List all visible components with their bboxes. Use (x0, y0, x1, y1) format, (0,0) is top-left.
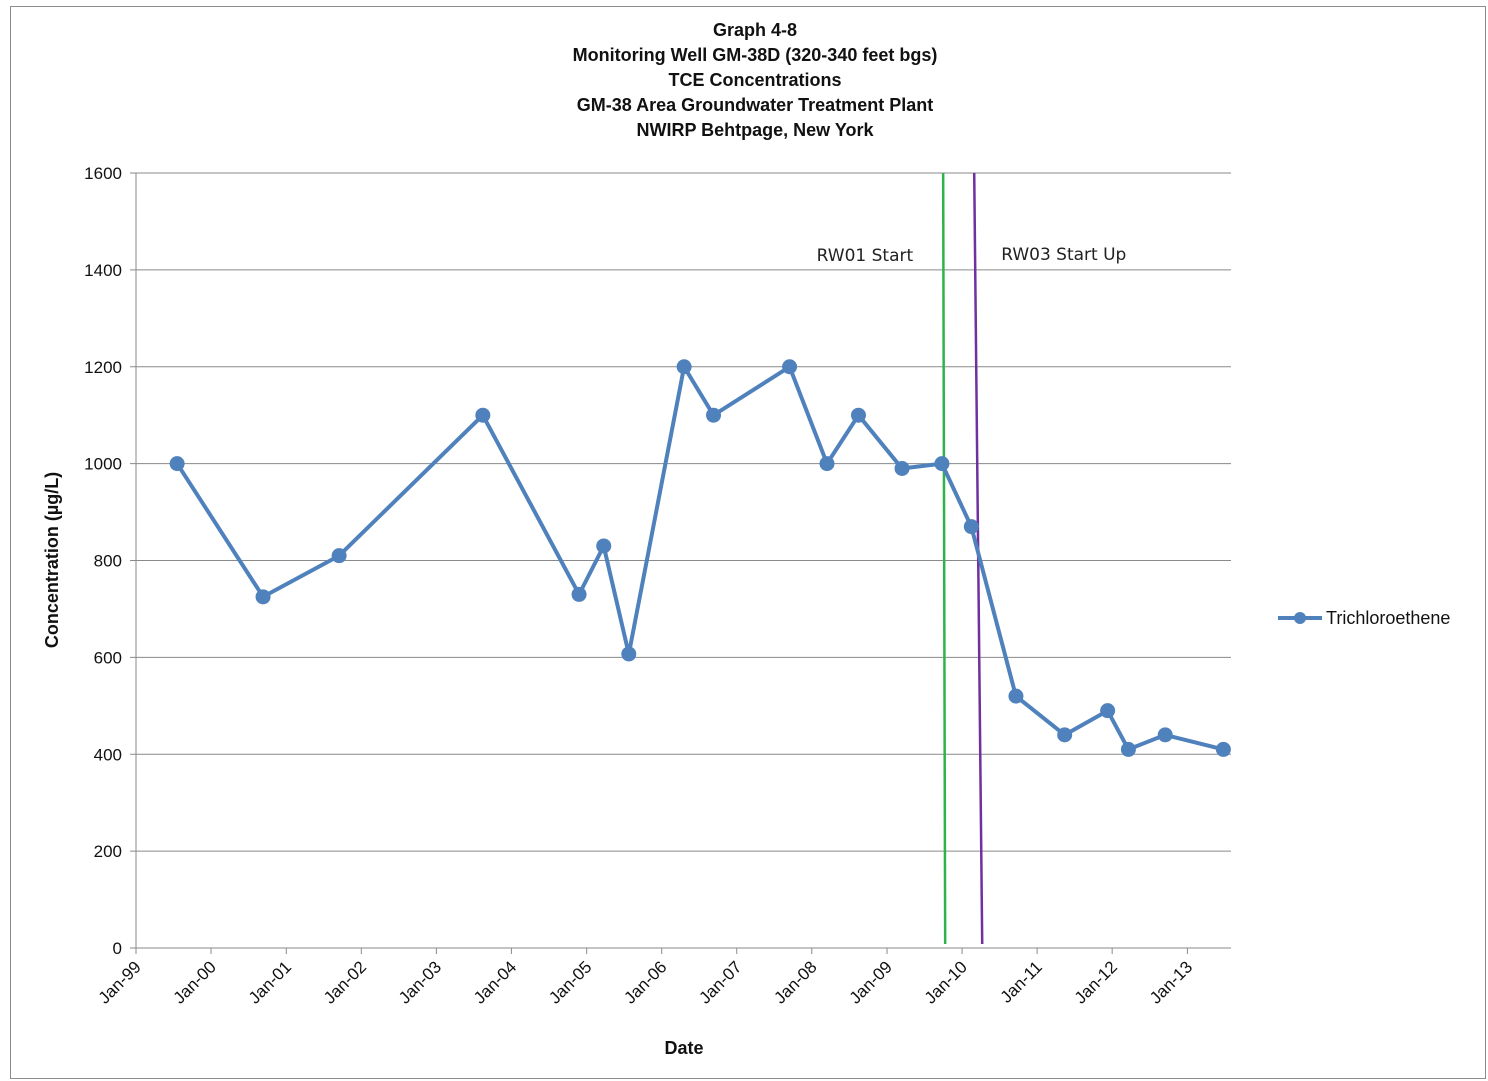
x-tick-label: Jan-10 (921, 957, 971, 1007)
legend: Trichloroethene (1278, 608, 1450, 628)
x-tick-label: Jan-03 (395, 957, 445, 1007)
data-point (706, 407, 722, 423)
y-tick-label: 800 (94, 552, 122, 571)
annotation-label: RW01 Start (817, 246, 914, 266)
data-point (255, 589, 271, 605)
data-point (1008, 688, 1024, 704)
y-tick-label: 1600 (84, 164, 122, 183)
x-tick-label: Jan-13 (1146, 957, 1196, 1007)
title-line-1: Graph 4-8 (712, 20, 798, 40)
x-tick-label: Jan-07 (695, 957, 745, 1007)
x-tick-label: Jan-06 (620, 957, 670, 1007)
y-tick-label: 600 (94, 648, 122, 667)
annotations: RW01 Start RW03 Start Up (817, 172, 1126, 945)
y-tick-label: 400 (94, 745, 122, 764)
y-tick-label: 1000 (84, 455, 122, 474)
y-tick-label: 1200 (84, 358, 122, 377)
data-point (676, 359, 692, 375)
y-tick-label: 0 (113, 939, 122, 958)
data-point (621, 646, 637, 662)
y-tick-label: 1400 (84, 261, 122, 280)
x-tick-label: Jan-12 (1071, 957, 1121, 1007)
legend-marker (1294, 612, 1306, 624)
gridlines (136, 172, 1231, 852)
data-point (1215, 741, 1231, 757)
x-tick-label: Jan-05 (545, 957, 595, 1007)
data-point (894, 460, 910, 476)
x-tick-label: Jan-00 (170, 957, 220, 1007)
annotation-label: RW03 Start Up (1001, 245, 1126, 265)
x-tick-label: Jan-09 (846, 957, 896, 1007)
x-tick-label: Jan-02 (320, 957, 370, 1007)
x-tick-label: Jan-04 (470, 957, 520, 1007)
data-point (571, 586, 587, 602)
data-point (1120, 741, 1136, 757)
annotation-line (941, 172, 947, 945)
data-point (1157, 727, 1173, 743)
x-tick-label: Jan-99 (95, 957, 145, 1007)
data-point (934, 456, 950, 472)
y-axis-title: Concentration (µg/L) (42, 472, 62, 648)
data-point (169, 456, 185, 472)
x-tick-label: Jan-01 (245, 957, 295, 1007)
data-point (782, 359, 798, 375)
data-point (475, 407, 491, 423)
data-point (1100, 703, 1116, 719)
chart-title: Graph 4-8 Monitoring Well GM-38D (320-34… (0, 18, 1488, 143)
series (169, 359, 1231, 757)
x-axis-title: Date (664, 1038, 703, 1058)
data-point (331, 548, 347, 564)
data-point (850, 407, 866, 423)
y-tick-label: 200 (94, 842, 122, 861)
data-point (963, 519, 979, 535)
data-point (1057, 727, 1073, 743)
chart-frame (10, 6, 1486, 1079)
legend-label: Trichloroethene (1326, 608, 1450, 628)
title-line-2: Monitoring Well GM-38D (320-340 feet bgs… (572, 45, 938, 65)
title-line-4: GM-38 Area Groundwater Treatment Plant (576, 95, 934, 115)
x-tick-label: Jan-08 (770, 957, 820, 1007)
x-tick-label: Jan-11 (997, 957, 1046, 1006)
data-point (596, 538, 612, 554)
title-line-3: TCE Concentrations (668, 70, 842, 90)
data-point (819, 456, 835, 472)
title-line-5: NWIRP Behtpage, New York (636, 120, 874, 140)
